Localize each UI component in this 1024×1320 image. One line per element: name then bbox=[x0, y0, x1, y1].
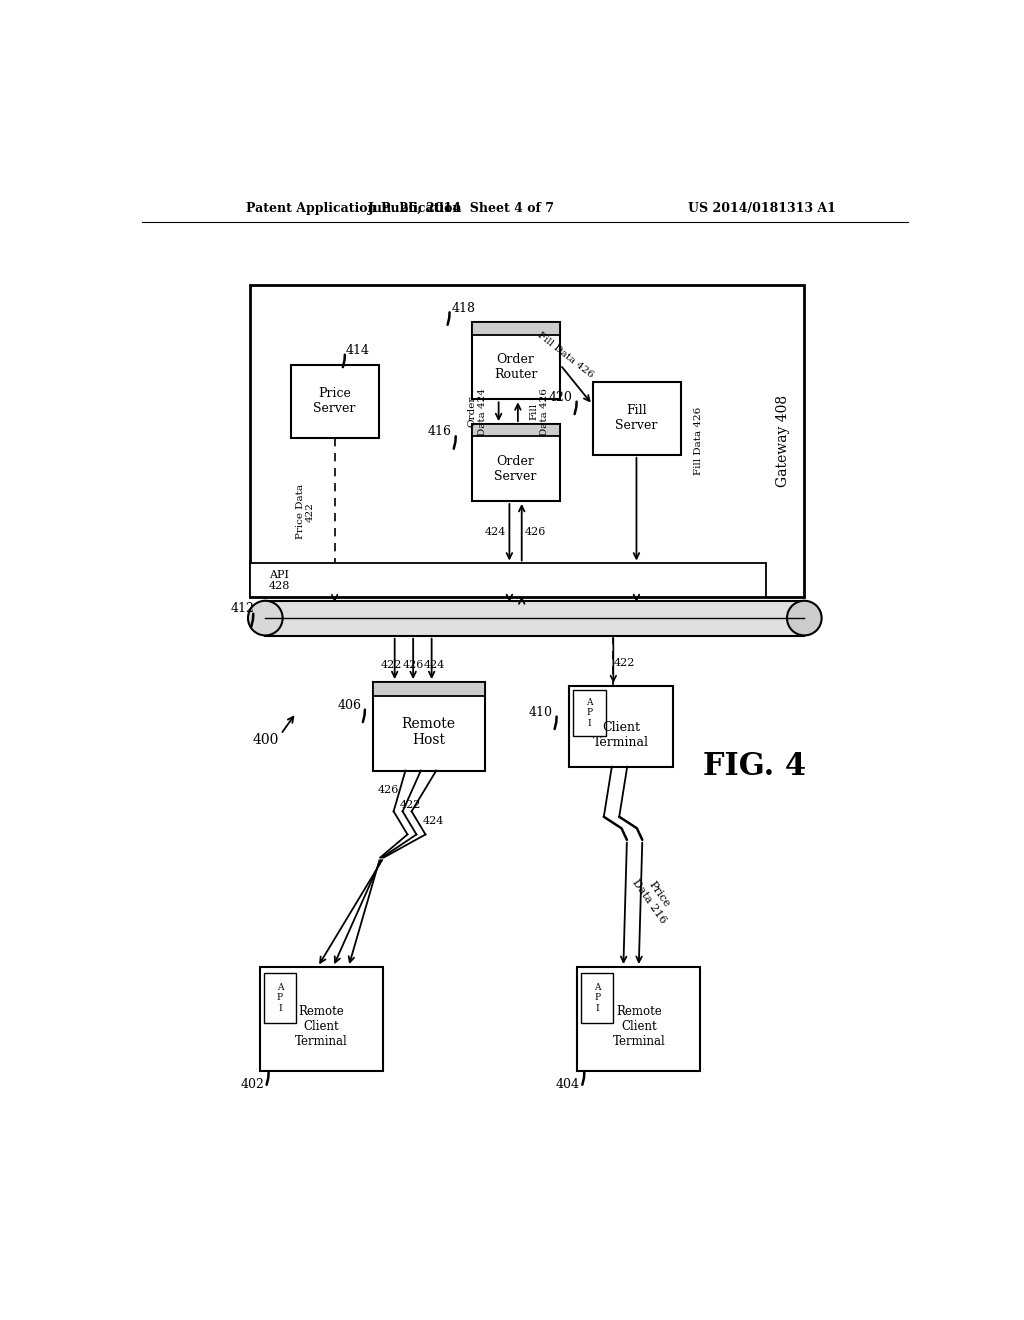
Text: Order
Data 424: Order Data 424 bbox=[467, 388, 486, 436]
Bar bbox=[260, 966, 383, 1071]
Bar bbox=[581, 973, 613, 1023]
Bar bbox=[264, 973, 296, 1023]
Bar bbox=[593, 381, 681, 455]
Text: 404: 404 bbox=[556, 1078, 580, 1092]
Text: Remote
Host: Remote Host bbox=[401, 717, 456, 747]
Bar bbox=[291, 364, 379, 438]
Text: Client
Terminal: Client Terminal bbox=[593, 721, 649, 750]
Ellipse shape bbox=[248, 601, 283, 635]
Text: Fill
Server: Fill Server bbox=[615, 404, 657, 432]
Text: Price
Server: Price Server bbox=[313, 387, 355, 414]
Text: 418: 418 bbox=[452, 302, 476, 315]
Text: Fill Data 426: Fill Data 426 bbox=[693, 407, 702, 475]
Bar bbox=[250, 285, 804, 598]
Bar bbox=[373, 682, 484, 696]
Text: 426: 426 bbox=[378, 785, 399, 795]
Text: US 2014/0181313 A1: US 2014/0181313 A1 bbox=[688, 202, 836, 215]
Text: Fill
Data 426: Fill Data 426 bbox=[529, 388, 549, 436]
Bar bbox=[265, 601, 804, 636]
Bar bbox=[472, 424, 560, 437]
Text: 424: 424 bbox=[484, 527, 506, 537]
Text: A
P
I: A P I bbox=[594, 983, 600, 1012]
Text: 426: 426 bbox=[402, 660, 424, 671]
Text: 422: 422 bbox=[613, 657, 635, 668]
Text: 414: 414 bbox=[346, 345, 370, 358]
Bar bbox=[472, 322, 560, 400]
Ellipse shape bbox=[787, 601, 821, 635]
Bar bbox=[373, 682, 484, 771]
Text: 424: 424 bbox=[424, 660, 445, 671]
Text: 406: 406 bbox=[338, 698, 362, 711]
Bar bbox=[472, 322, 560, 335]
Text: Fill Data 426: Fill Data 426 bbox=[536, 330, 595, 379]
Text: A
P
I: A P I bbox=[586, 698, 593, 727]
Bar bbox=[250, 564, 766, 598]
Bar bbox=[573, 689, 605, 737]
Text: 422: 422 bbox=[381, 660, 402, 671]
Text: Price Data
422: Price Data 422 bbox=[296, 484, 315, 540]
Bar bbox=[569, 686, 674, 767]
Text: 402: 402 bbox=[241, 1078, 264, 1092]
Text: Jun. 26, 2014  Sheet 4 of 7: Jun. 26, 2014 Sheet 4 of 7 bbox=[369, 202, 555, 215]
Text: 426: 426 bbox=[525, 527, 546, 537]
Text: 410: 410 bbox=[528, 706, 552, 719]
Text: 420: 420 bbox=[548, 391, 572, 404]
Text: Patent Application Publication: Patent Application Publication bbox=[246, 202, 462, 215]
Text: A
P
I: A P I bbox=[276, 983, 284, 1012]
Text: 412: 412 bbox=[230, 602, 254, 615]
Text: Remote
Client
Terminal: Remote Client Terminal bbox=[612, 1005, 666, 1048]
Bar bbox=[578, 966, 700, 1071]
Text: Gateway 408: Gateway 408 bbox=[776, 395, 790, 487]
Text: FIG. 4: FIG. 4 bbox=[702, 751, 806, 783]
Text: Order
Router: Order Router bbox=[494, 352, 538, 381]
Text: 400: 400 bbox=[252, 733, 279, 747]
Text: Price
Data 216: Price Data 216 bbox=[631, 870, 678, 925]
Text: API
428: API 428 bbox=[268, 569, 290, 591]
Text: 424: 424 bbox=[423, 816, 443, 825]
Text: 422: 422 bbox=[399, 800, 421, 810]
Text: Remote
Client
Terminal: Remote Client Terminal bbox=[295, 1005, 348, 1048]
Bar bbox=[472, 424, 560, 502]
Text: 416: 416 bbox=[427, 425, 452, 438]
Text: Order
Server: Order Server bbox=[495, 454, 537, 483]
